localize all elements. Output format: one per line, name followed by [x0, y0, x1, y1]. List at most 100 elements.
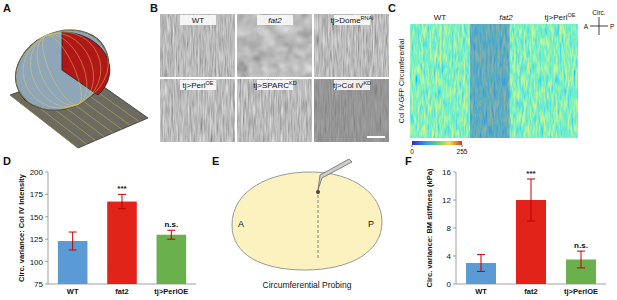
annotation: n.s.	[574, 241, 588, 250]
heatmap-strip	[470, 24, 542, 138]
error-line	[581, 251, 582, 268]
annotation: ***	[117, 184, 127, 193]
y-tick-label: 75	[34, 280, 43, 289]
error-cap	[118, 194, 126, 195]
error-cap	[69, 232, 77, 233]
y-axis	[48, 172, 49, 284]
panel-c: WT fat2 tj>PerlOE Col IV-GFP Circumferentia…	[398, 9, 614, 155]
micrograph	[314, 79, 389, 142]
image-label-text: fat2	[268, 16, 282, 25]
panel-label: A	[3, 2, 11, 14]
error-line	[171, 230, 172, 239]
compass-label: A	[584, 23, 589, 30]
y-tick-label: 12	[442, 196, 451, 205]
error-bar	[118, 194, 126, 208]
annotation: n.s.	[164, 220, 178, 229]
panel-label: E	[212, 155, 219, 167]
error-cap	[118, 208, 126, 209]
strip-label: tj>PerlOE	[545, 12, 576, 22]
x-tick-label: tj>PerlOE	[154, 287, 188, 296]
y-tick-label: 8	[447, 224, 452, 233]
image-label: tj>PerlOE	[183, 80, 214, 90]
panel-b: WT fat2 tj>DomeRNAi tj>PerlOE tj>SPARCKD tj>C…	[160, 14, 389, 142]
y-tick	[453, 284, 456, 285]
probe-path	[318, 190, 319, 258]
error-cap	[527, 221, 535, 222]
error-cap	[477, 254, 485, 255]
colorbar-label: 0	[410, 148, 414, 155]
y-tick-label: 125	[30, 235, 44, 244]
panel-label: C	[388, 2, 396, 14]
strip-label: fat2	[499, 13, 513, 22]
heatmap-strip	[542, 24, 578, 138]
colorbar-label: 255	[457, 148, 468, 155]
error-cap	[167, 239, 175, 240]
error-bar	[69, 232, 77, 250]
egg-line	[27, 27, 97, 114]
error-cap	[477, 271, 485, 272]
colorbar	[412, 141, 462, 145]
egg-line	[2, 15, 121, 124]
y-axis-label: Circ. variance: Col IV Intensity	[17, 173, 26, 282]
y-tick	[45, 172, 48, 173]
strip-label-text: fat2	[499, 13, 513, 22]
y-tick	[45, 284, 48, 285]
error-cap	[577, 267, 585, 268]
y-tick	[45, 261, 48, 262]
x-tick-label: fat2	[115, 287, 128, 296]
image-label: fat2	[268, 16, 282, 25]
micrograph	[237, 79, 312, 142]
y-tick-label: 200	[30, 168, 44, 177]
probe	[318, 159, 352, 190]
image-label-text: tj>SPARC	[253, 81, 289, 90]
axis-label: Col IV-GFP Circumferential	[398, 38, 405, 123]
error-bar	[577, 251, 585, 268]
y-tick-label: 0	[447, 280, 452, 289]
y-tick	[453, 256, 456, 257]
label-bg	[180, 80, 216, 90]
error-bar	[527, 179, 535, 221]
panel-a	[2, 15, 148, 148]
y-axis-label: Circ. variance: BM stiffness (kPa)	[425, 168, 434, 287]
image-label-sup: KD	[289, 80, 297, 86]
blue-band	[470, 24, 510, 138]
error-cap	[167, 230, 175, 231]
y-tick	[453, 200, 456, 201]
compass-label: P	[610, 23, 614, 30]
image-label: tj>DomeRNAi	[331, 15, 374, 25]
y-tick	[453, 172, 456, 173]
y-tick	[453, 228, 456, 229]
image-label-text: tj>Dome	[331, 16, 362, 25]
bar	[157, 235, 187, 284]
strip-label-text: tj>Perl	[545, 13, 568, 22]
caption: Circumferential Probing	[263, 280, 352, 290]
image-label-text: WT	[192, 16, 205, 25]
strip-label-sup: OE	[567, 12, 575, 18]
bar	[107, 202, 137, 284]
y-tick-label: 4	[447, 252, 452, 261]
strip-label: WT	[434, 13, 447, 22]
bars	[466, 179, 596, 284]
colorbar-tick	[412, 145, 413, 147]
x-tick-label: WT	[475, 287, 487, 296]
image-label-sup: OE	[205, 80, 213, 86]
image-label-text: tj>Col IV	[333, 81, 364, 90]
label-bg	[180, 15, 216, 25]
image-label: tj>SPARCKD	[253, 80, 296, 90]
scale-bar	[367, 136, 385, 138]
figure: ABCDEFWTfat2tj>DomeRNAitj>PerlOEtj>SPARC…	[0, 0, 617, 300]
error-cap	[527, 179, 535, 180]
error-bar	[167, 230, 175, 239]
compass-arrow	[599, 17, 600, 35]
image-label: WT	[192, 16, 205, 25]
error-bar	[477, 255, 485, 272]
error-cap	[577, 251, 585, 252]
y-tick-label: 16	[442, 168, 451, 177]
y-tick-label: 100	[30, 258, 44, 267]
egg-cut	[62, 32, 110, 95]
x-tick-label: tj>PerlOE	[564, 287, 598, 296]
compass-label: Circ.	[592, 9, 606, 16]
probe-tip	[316, 190, 320, 194]
y-tick-label: 175	[30, 190, 44, 199]
egg-line	[35, 30, 89, 109]
